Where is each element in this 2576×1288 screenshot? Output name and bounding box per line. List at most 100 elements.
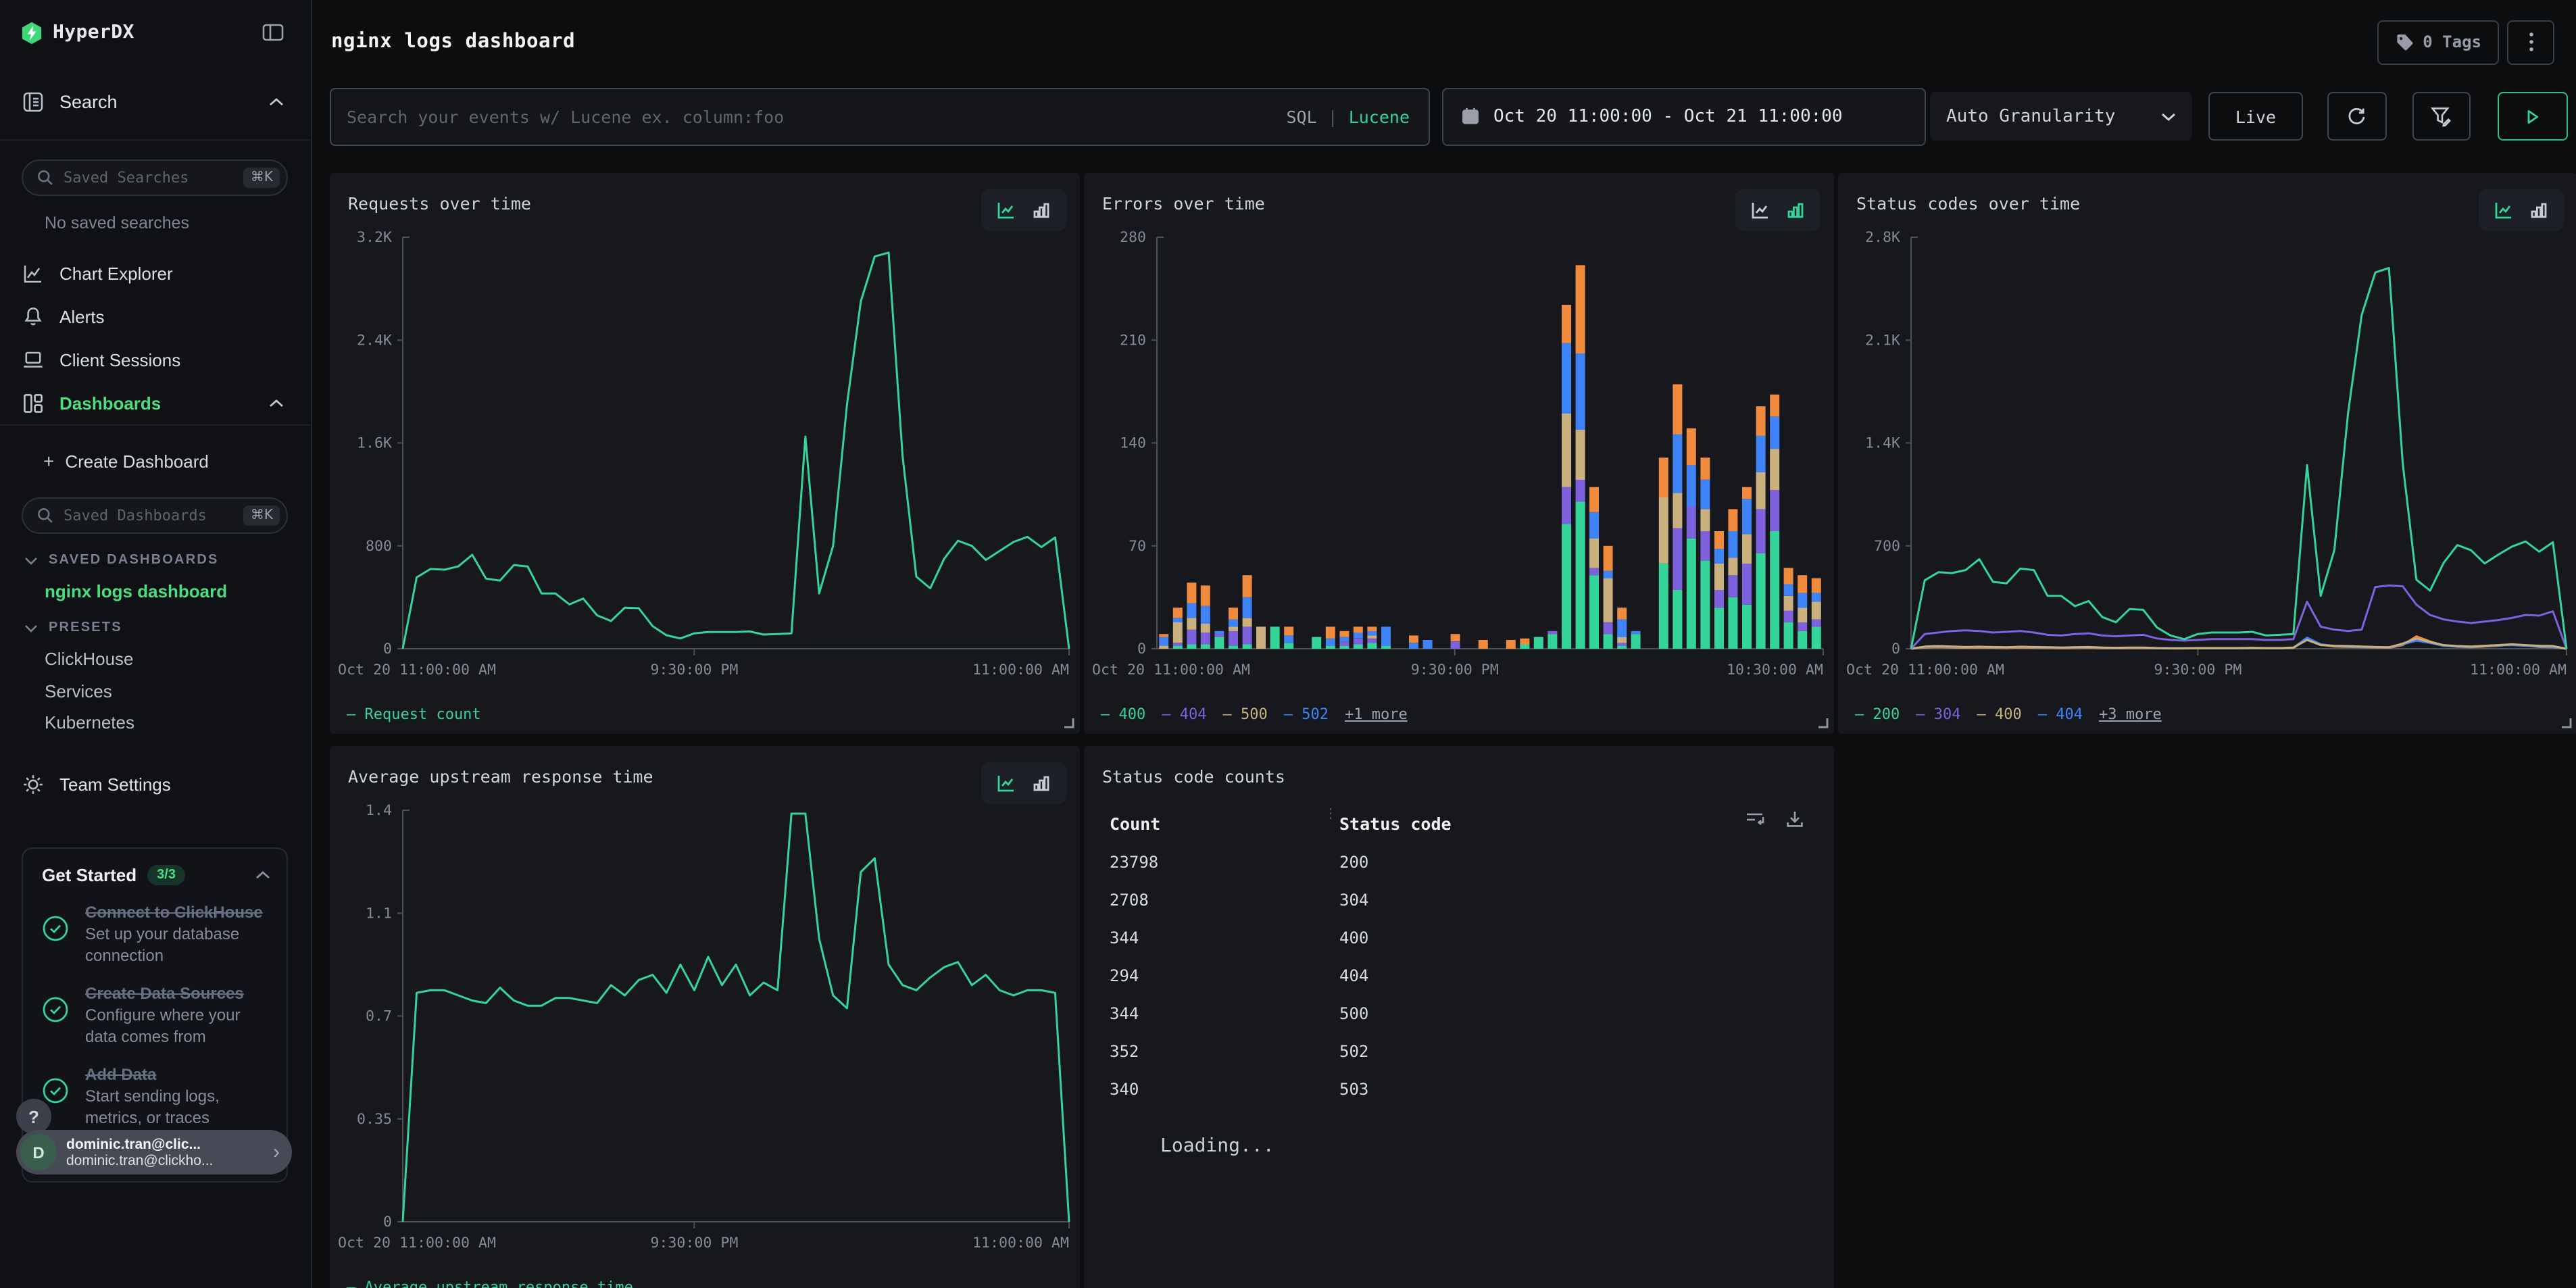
column-drag-handle-icon[interactable]: ⋮ <box>1324 811 1337 819</box>
legend-item[interactable]: — 200 <box>1855 705 1900 722</box>
svg-text:9:30:00 PM: 9:30:00 PM <box>2153 661 2241 678</box>
bar-chart-toggle-icon[interactable] <box>2528 199 2548 220</box>
svg-text:0: 0 <box>1137 640 1145 657</box>
legend-item[interactable]: — 400 <box>1977 705 2022 722</box>
legend-item[interactable]: — 502 <box>1284 705 1329 722</box>
saved-dashboards-header[interactable]: SAVED DASHBOARDS <box>24 553 311 568</box>
search-section-label: Search <box>59 92 118 112</box>
sidebar-item-clickhouse[interactable]: ClickHouse <box>45 643 311 675</box>
panel-title: Status codes over time <box>1856 193 2080 213</box>
legend-item[interactable]: — Request count <box>347 705 481 722</box>
tags-button[interactable]: 0 Tags <box>2377 20 2499 64</box>
sidebar-item-services[interactable]: Services <box>45 675 311 707</box>
legend-item[interactable]: — 304 <box>1916 705 1960 722</box>
chart-canvas[interactable]: 3.2K2.4K1.6K8000Oct 20 11:00:00 AM9:30:0… <box>329 172 1079 733</box>
svg-text:Oct 20 11:00:00 AM: Oct 20 11:00:00 AM <box>1091 661 1249 678</box>
refresh-icon <box>2347 107 2367 127</box>
legend-item[interactable]: — Average upstream response time <box>347 1279 633 1288</box>
column-header-count[interactable]: Count <box>1110 813 1339 833</box>
laptop-icon <box>22 348 45 371</box>
help-button[interactable]: ? <box>16 1099 51 1134</box>
svg-text:1.6K: 1.6K <box>356 435 391 451</box>
table-cell: 503 <box>1339 1080 1833 1099</box>
resize-handle-icon[interactable] <box>2559 716 2571 728</box>
sidebar-item-dashboards[interactable]: Dashboards <box>0 381 311 424</box>
presets-header[interactable]: PRESETS <box>24 620 311 635</box>
svg-text:700: 700 <box>1873 537 1900 554</box>
sidebar-item-client-sessions[interactable]: Client Sessions <box>0 338 311 381</box>
sidebar-item-team-settings[interactable]: Team Settings <box>0 768 311 801</box>
download-icon[interactable] <box>1785 810 1804 828</box>
get-started-item[interactable]: Add Data Start sending logs, metrics, or… <box>42 1066 270 1130</box>
user-account-button[interactable]: D dominic.tran@clic... dominic.tran@clic… <box>16 1130 292 1174</box>
get-started-item[interactable]: Create Data Sources Configure where your… <box>42 984 270 1048</box>
more-menu-button[interactable] <box>2507 20 2554 64</box>
sidebar-section-search[interactable]: Search <box>0 65 311 141</box>
chart-type-toggle <box>981 189 1066 230</box>
refresh-button[interactable] <box>2327 93 2386 141</box>
user-email: dominic.tran@clickho... <box>66 1152 273 1168</box>
table-format-icon[interactable] <box>1744 810 1766 828</box>
panel-title: Average upstream response time <box>348 766 653 787</box>
bar-chart-toggle-icon[interactable] <box>1031 199 1051 220</box>
panel-title: Errors over time <box>1102 193 1265 213</box>
live-button[interactable]: Live <box>2208 93 2303 141</box>
tag-icon <box>2394 32 2413 51</box>
hyperdx-app: HyperDX Search ⌘K No saved searches <box>0 0 2576 1288</box>
sql-toggle[interactable]: SQL <box>1286 107 1316 127</box>
saved-dashboards-search[interactable]: ⌘K <box>22 497 288 534</box>
chart-canvas[interactable]: 280210140700Oct 20 11:00:00 AM9:30:00 PM… <box>1083 172 1833 733</box>
saved-searches-search[interactable]: ⌘K <box>22 159 288 196</box>
sidebar-collapse-icon[interactable] <box>262 23 284 42</box>
table-row: 344400 <box>1083 919 1833 957</box>
line-chart-toggle-icon[interactable] <box>1750 199 1770 220</box>
svg-text:0: 0 <box>382 1214 391 1231</box>
line-chart-toggle-icon[interactable] <box>2493 199 2513 220</box>
bar-chart-toggle-icon[interactable] <box>1785 199 1805 220</box>
line-chart-toggle-icon[interactable] <box>995 199 1016 220</box>
event-search-box[interactable]: SQL | Lucene <box>329 88 1430 145</box>
presets-list: ClickHouse Services Kubernetes <box>0 643 311 739</box>
saved-dashboards-input[interactable] <box>64 507 244 524</box>
chart-canvas[interactable]: 1.41.10.70.350Oct 20 11:00:00 AM9:30:00 … <box>329 746 1079 1288</box>
bar-chart-toggle-icon[interactable] <box>1031 773 1051 793</box>
svg-text:Oct 20 11:00:00 AM: Oct 20 11:00:00 AM <box>1846 661 2004 678</box>
dashboard-grid: 3.2K2.4K1.6K8000Oct 20 11:00:00 AM9:30:0… <box>329 172 2576 1288</box>
kebab-icon <box>2528 31 2533 53</box>
check-circle-icon <box>42 996 69 1048</box>
sidebar-item-nginx-logs-dashboard[interactable]: nginx logs dashboard <box>45 581 311 601</box>
svg-text:Oct 20 11:00:00 AM: Oct 20 11:00:00 AM <box>337 1235 495 1252</box>
run-query-button[interactable] <box>2498 93 2567 141</box>
resize-handle-icon[interactable] <box>1816 716 1828 728</box>
create-dashboard-button[interactable]: + Create Dashboard <box>0 443 311 478</box>
get-started-title: Get Started <box>42 864 137 885</box>
lucene-toggle[interactable]: Lucene <box>1349 107 1410 127</box>
chevron-down-icon <box>24 556 38 564</box>
legend-more-link[interactable]: +3 more <box>2099 705 2162 722</box>
shortcut-badge: ⌘K <box>244 505 280 526</box>
legend-item[interactable]: — 500 <box>1223 705 1268 722</box>
sidebar-item-alerts[interactable]: Alerts <box>0 295 311 338</box>
legend-item[interactable]: — 404 <box>2038 705 2083 722</box>
filter-button[interactable] <box>2412 93 2471 141</box>
line-chart-toggle-icon[interactable] <box>995 773 1016 793</box>
panel-status-code-counts: Status code counts Count Status code ⋮ 2… <box>1083 746 1833 1288</box>
svg-text:2.4K: 2.4K <box>356 331 391 348</box>
saved-searches-input[interactable] <box>64 169 244 187</box>
time-range-picker[interactable]: Oct 20 11:00:00 - Oct 21 11:00:00 <box>1442 88 1926 145</box>
table-row: 23798200 <box>1083 843 1833 881</box>
chevron-up-icon[interactable] <box>255 870 270 879</box>
sidebar-item-kubernetes[interactable]: Kubernetes <box>45 707 311 739</box>
query-bar: SQL | Lucene Oct 20 11:00:00 - Oct 21 11… <box>329 88 2567 145</box>
legend-item[interactable]: — 404 <box>1162 705 1206 722</box>
get-started-item[interactable]: Connect to ClickHouse Set up your databa… <box>42 902 270 966</box>
legend-item[interactable]: — 400 <box>1101 705 1145 722</box>
sidebar-item-chart-explorer[interactable]: Chart Explorer <box>0 251 311 295</box>
event-search-input[interactable] <box>330 89 1267 144</box>
legend-more-link[interactable]: +1 more <box>1345 705 1408 722</box>
chart-canvas[interactable]: 2.8K2.1K1.4K7000Oct 20 11:00:00 AM9:30:0… <box>1837 172 2576 733</box>
granularity-select[interactable]: Auto Granularity <box>1930 93 2192 141</box>
resize-handle-icon[interactable] <box>1062 716 1074 728</box>
table-row: 352502 <box>1083 1033 1833 1070</box>
svg-text:800: 800 <box>365 537 391 554</box>
